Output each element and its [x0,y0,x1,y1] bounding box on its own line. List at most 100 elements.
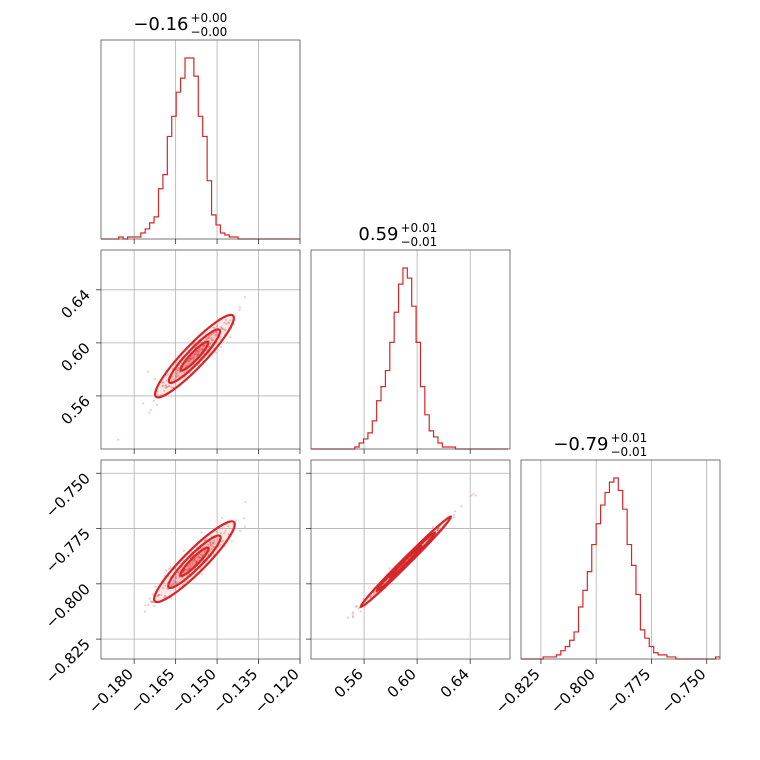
sample-point [460,505,463,508]
sample-point [199,347,202,350]
sample-point [201,348,204,351]
sample-point [151,593,154,596]
sample-point [210,544,213,547]
sample-point [222,540,225,543]
sample-point [203,539,206,542]
sample-point [198,349,201,352]
sample-point [161,381,164,384]
sample-point [191,560,194,563]
sample-point [357,607,360,610]
sample-point [224,318,227,321]
y-tick-label: 0.56 [57,392,93,428]
x-tick-label: −0.165 [126,665,178,717]
sample-point [208,335,211,338]
sample-point [146,370,149,373]
density-contour [179,340,210,372]
sample-point [117,438,120,441]
hist-panel-0: −0.16 +0.00−0.00 [100,11,301,240]
sample-point [190,358,193,361]
x-tick-label: 0.64 [437,665,473,701]
sample-point [165,385,169,388]
histogram-step [101,57,300,240]
density-contour [153,313,235,399]
sample-point [175,369,178,372]
sample-point [170,380,173,383]
sample-point [156,595,159,598]
sample-point [161,587,164,590]
sample-point [156,390,159,393]
sample-point [243,517,246,520]
title-upper: +0.00 [191,11,228,25]
sample-point [170,597,173,600]
sample-point [200,531,203,534]
sample-point [223,328,226,331]
sample-point [209,543,212,546]
sample-point [193,558,196,561]
sample-point [436,528,440,532]
sample-point [191,354,194,357]
sample-point [346,616,349,619]
histogram-step [311,267,509,450]
sample-point [388,567,391,570]
sample-point [351,616,355,619]
sample-point [436,529,439,532]
panel-frame [310,249,511,450]
hist-panel-2: −0.79 +0.01−0.01 [520,431,721,660]
sample-point [175,372,178,375]
sample-point [156,403,159,406]
scatter-panel-1 [100,459,301,660]
histogram-step [521,477,720,660]
sample-point [355,605,358,608]
sample-point [223,321,226,324]
sample-point [157,593,160,597]
y-tick-label: 0.60 [57,339,93,375]
sample-point [156,594,159,597]
sample-point [243,525,246,528]
sample-point [176,368,179,371]
sample-point [220,346,223,349]
sample-point [200,553,203,556]
x-tick-label: −0.135 [209,665,261,717]
sample-point [209,540,212,544]
sample-point [165,587,169,590]
sample-point [151,600,154,604]
sample-point [192,357,195,360]
sample-point [203,344,206,347]
sample-point [224,530,227,533]
sample-point [196,350,199,353]
panel-frame [100,249,301,450]
sample-point [164,595,167,598]
sample-point [165,569,168,572]
sample-point [197,554,200,557]
sample-point [227,524,230,528]
sample-point [175,371,178,374]
sample-point [164,384,167,388]
sample-point [166,373,169,376]
sample-point [184,568,187,571]
sample-point [197,352,200,356]
sample-point [177,571,180,575]
sample-point [172,378,175,381]
sample-point [150,600,153,603]
sample-point [230,540,233,543]
y-tick-label: −0.775 [42,525,94,577]
sample-point [170,584,173,587]
sample-point [168,567,171,571]
sample-point [472,492,475,495]
sample-point [184,569,187,572]
x-tick-label: −0.180 [85,665,137,717]
sample-point [171,583,174,587]
sample-point [159,393,162,397]
sample-point [223,532,226,535]
sample-point [193,355,196,358]
sample-point [193,353,196,356]
sample-point [174,580,177,584]
sample-point [189,358,192,361]
sample-point [212,332,215,335]
sample-point [431,526,434,529]
sample-point [164,383,167,387]
sample-point [158,593,161,597]
sample-point [214,333,217,337]
sample-point [174,576,177,580]
sample-point [200,572,203,576]
